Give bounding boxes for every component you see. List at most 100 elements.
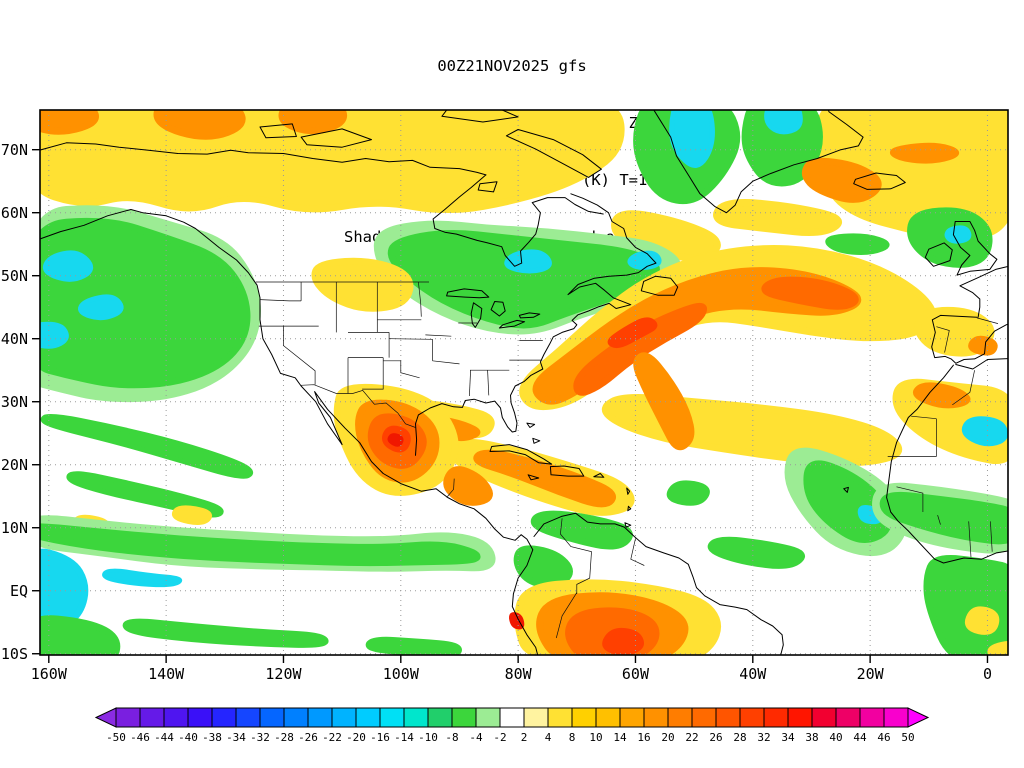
colorbar-tick-label: -4 — [469, 731, 483, 744]
colorbar-tick-label: -28 — [274, 731, 294, 744]
title-line-1: 00Z21NOV2025 gfs — [437, 57, 587, 75]
lon-tick-label: 0 — [983, 665, 992, 683]
lat-tick-label: EQ — [10, 582, 28, 600]
lat-tick-label: 20N — [1, 456, 28, 474]
lon-tick-label: 80W — [505, 665, 533, 683]
colorbar-tick-label: -20 — [346, 731, 366, 744]
lon-tick-label: 40W — [739, 665, 767, 683]
coastline — [653, 110, 864, 214]
lat-tick-label: 30N — [1, 393, 28, 411]
lat-tick-label: 10S — [1, 645, 28, 663]
field-atl-darkorange-2 — [761, 276, 859, 310]
colorbar-cell — [691, 707, 717, 728]
field-eqafrica-yellow-1 — [964, 606, 1000, 635]
field-norwegiansea-orange — [889, 142, 960, 164]
lat-tick-label: 10N — [1, 519, 28, 537]
colorbar-cell — [355, 707, 381, 728]
colorbar-tick-label: 32 — [757, 731, 770, 744]
colorbar-cell — [307, 707, 333, 728]
colorbar-cell — [187, 707, 213, 728]
coastline — [446, 288, 490, 299]
field-eq-cyan-2 — [102, 568, 183, 588]
colorbar-cell — [115, 707, 141, 728]
colorbar-cell — [571, 707, 597, 728]
coastline — [518, 312, 541, 319]
colorbar-tick-label: 8 — [569, 731, 576, 744]
coastline — [886, 364, 1008, 564]
coastline — [415, 193, 657, 456]
coastline — [432, 174, 604, 267]
field-atl-red-streak — [607, 317, 658, 349]
coastline — [533, 512, 784, 655]
graticule — [40, 110, 1008, 655]
field-sp-green-bl — [40, 615, 121, 655]
colorbar-tick-label: 34 — [781, 731, 795, 744]
coastline — [952, 221, 998, 276]
colorbar-cell — [163, 707, 189, 728]
border-line — [383, 360, 420, 379]
colorbar-cell — [523, 707, 549, 728]
coastline — [526, 422, 536, 428]
field-atl-yellow-south — [601, 394, 903, 467]
coastline — [627, 505, 632, 512]
coastline — [527, 474, 540, 481]
coastline — [441, 110, 519, 123]
border-line — [937, 514, 941, 525]
coastline — [489, 444, 553, 465]
colorbar-tick-label: -8 — [445, 731, 458, 744]
field-canada-cyan-1 — [504, 249, 552, 274]
colorbar-left-arrow — [94, 707, 117, 728]
border-line — [446, 478, 455, 498]
political-borders — [255, 281, 999, 639]
field-peru-red — [509, 612, 525, 630]
colorbar-cell — [283, 707, 309, 728]
border-line — [952, 370, 975, 406]
colorbar-tick-label: -26 — [298, 731, 318, 744]
coastline — [477, 181, 498, 193]
coastline — [959, 265, 1008, 318]
lon-tick-label: 20W — [857, 665, 885, 683]
field-sp-green-3 — [365, 636, 462, 655]
field-atl-orange-tail — [633, 352, 695, 451]
colorbar-tick-label: -44 — [154, 731, 174, 744]
border-line — [936, 326, 950, 353]
field-arctic-orange-1 — [153, 110, 246, 140]
colorbar-cell — [763, 707, 789, 728]
border-line — [362, 357, 384, 390]
colorbar-cell — [883, 707, 909, 728]
colorbar-cell — [787, 707, 813, 728]
lat-tick-label: 70N — [1, 141, 28, 159]
border-line — [976, 317, 999, 324]
border-line — [555, 592, 578, 639]
colorbar-cell — [427, 707, 453, 728]
field-pacific-green — [40, 217, 251, 389]
border-line — [425, 334, 452, 337]
colorbar-cell — [643, 707, 669, 728]
field-atl-trop-green-1 — [707, 536, 805, 569]
field-midatl-north-yellow — [713, 199, 842, 237]
colorbar-cell — [403, 707, 429, 728]
field-africa-cyan — [961, 416, 1008, 447]
colorbar-cell — [475, 707, 501, 728]
coastline — [931, 314, 1008, 364]
border-line — [968, 521, 972, 558]
field-plains-yellow — [311, 257, 414, 312]
border-line — [487, 370, 490, 396]
border-line — [896, 486, 924, 512]
field-arctic-orange-2 — [278, 110, 348, 135]
colorbar-right-arrow — [907, 707, 930, 728]
border-line — [283, 326, 316, 385]
field-sahel-green — [879, 491, 1008, 545]
border-line — [432, 360, 460, 365]
coastline — [843, 486, 849, 493]
field-mex-red — [387, 433, 404, 447]
field-arctic-orange-tl — [40, 110, 99, 135]
shaded-anomaly-field — [40, 110, 1008, 655]
coastline — [853, 172, 906, 190]
colorbar-tick-label: 16 — [637, 731, 650, 744]
coastline — [470, 302, 483, 328]
border-line — [418, 281, 422, 317]
colorbar-tick-label: -50 — [106, 731, 126, 744]
coastline — [40, 209, 539, 655]
